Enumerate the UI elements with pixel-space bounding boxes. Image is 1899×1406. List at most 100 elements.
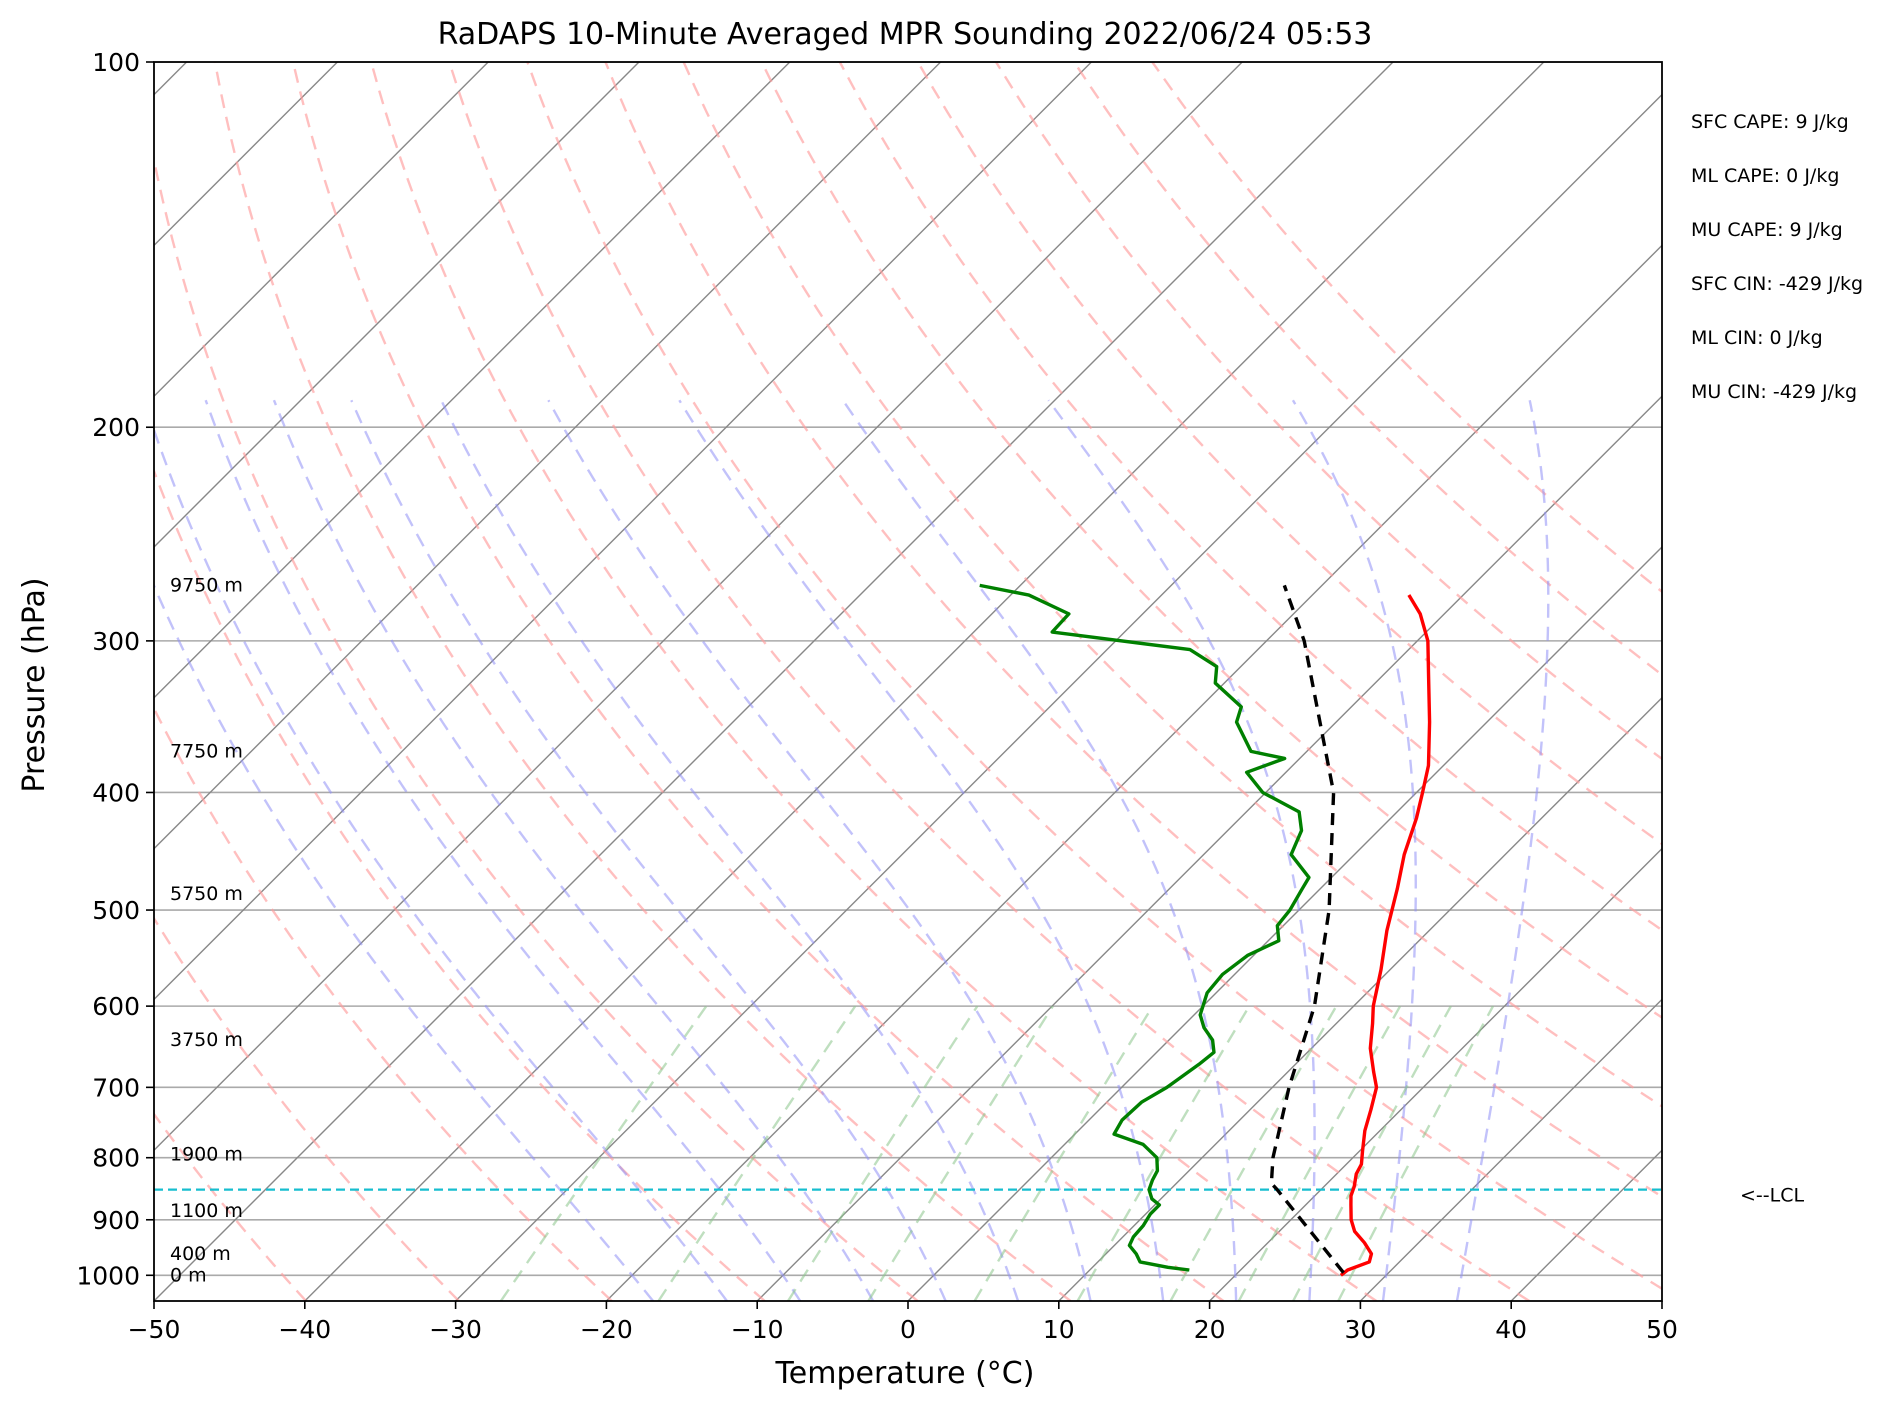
height-label: 3750 m: [170, 1029, 243, 1051]
x-tick-label: 10: [1043, 1315, 1075, 1344]
parcel-profile: [1269, 584, 1345, 1274]
y-tick-label: 600: [92, 992, 140, 1021]
moist-adiabat-line: [440, 399, 1020, 1301]
x-tick-label: 0: [900, 1315, 916, 1344]
dry-adiabat-line: [760, 62, 1662, 1020]
dry-adiabat-line: [154, 467, 766, 1301]
dry-adiabat-line: [1073, 62, 1662, 677]
height-label: 5750 m: [170, 883, 243, 905]
height-label: 400 m: [170, 1243, 231, 1265]
dry-adiabat-line: [1151, 62, 1662, 594]
dry-adiabat-line: [682, 62, 1662, 1108]
stability-annotations: SFC CAPE: 9 J/kg ML CAPE: 0 J/kg MU CAPE: …: [1691, 111, 1863, 403]
plot-contents: [154, 62, 1662, 1301]
y-tick-label: 300: [92, 627, 140, 656]
x-tick-label: 30: [1344, 1315, 1376, 1344]
moist-adiabat-line: [841, 399, 1238, 1301]
y-axis-ticks: 100 200 300 400 500 600 700 800 900 1000: [76, 48, 154, 1290]
dry-adiabat-line: [291, 62, 1225, 1301]
chart-title: RaDAPS 10-Minute Averaged MPR Sounding 2…: [438, 17, 1373, 52]
height-label: 7750 m: [170, 740, 243, 762]
moist-adiabat-line: [678, 399, 1165, 1301]
y-tick-label: 200: [92, 413, 140, 442]
stability-annotation: MU CAPE: 9 J/kg: [1691, 219, 1843, 241]
dry-adiabat-line: [604, 62, 1662, 1199]
isotherm-line: [154, 62, 791, 699]
mixing-ratio-line: [1337, 1005, 1495, 1301]
isotherm-line: [1510, 1149, 1662, 1301]
isotherm-line: [1661, 1300, 1662, 1301]
y-tick-label: 1000: [76, 1261, 140, 1290]
y-tick-label: 800: [92, 1144, 140, 1173]
mixing-ratio-line: [1169, 1005, 1338, 1301]
dry-adiabat-line: [154, 705, 613, 1301]
x-tick-label: −30: [429, 1315, 482, 1344]
x-tick-label: 20: [1194, 1315, 1226, 1344]
isotherm-line: [756, 395, 1662, 1301]
moist-adiabat-line: [547, 399, 1092, 1301]
dry-adiabat-line: [995, 62, 1662, 761]
moist-adiabat-line: [1455, 399, 1550, 1301]
stability-annotation: ML CAPE: 0 J/kg: [1691, 165, 1839, 187]
isotherm-line: [154, 62, 1394, 1301]
dry-adiabat-line: [213, 62, 1072, 1301]
temperature-profile: [1339, 594, 1432, 1277]
isotherm-line: [1359, 998, 1662, 1301]
moist-adiabat-line: [272, 399, 875, 1301]
y-tick-label: 100: [92, 48, 140, 77]
isotherm-line: [154, 62, 489, 398]
mixing-ratio-line: [1237, 1005, 1402, 1301]
dry-adiabat-line: [448, 62, 1530, 1301]
stability-annotation: SFC CAPE: 9 J/kg: [1691, 111, 1849, 133]
mixing-ratio-line: [499, 1005, 708, 1301]
lcl-label: <--LCL: [1740, 1185, 1804, 1207]
height-label: 9750 m: [170, 574, 243, 596]
dry-adiabat-line: [916, 62, 1662, 846]
x-tick-label: 40: [1495, 1315, 1527, 1344]
y-tick-label: 700: [92, 1073, 140, 1102]
isotherm-line: [605, 244, 1662, 1301]
isotherm-line: [1209, 847, 1662, 1301]
stability-annotation: MU CIN: -429 J/kg: [1691, 381, 1857, 403]
x-tick-label: −20: [580, 1315, 633, 1344]
mixing-ratio-line: [787, 1005, 979, 1301]
x-tick-label: 50: [1646, 1315, 1678, 1344]
height-label: 1100 m: [170, 1200, 243, 1222]
isotherm-line: [907, 546, 1662, 1301]
mixing-ratio-line: [1292, 1005, 1452, 1301]
x-axis-title: Temperature (°C): [775, 1356, 1035, 1391]
y-axis-title: Pressure (hPa): [17, 577, 52, 792]
y-tick-label: 900: [92, 1206, 140, 1235]
mixing-ratio-line: [973, 1005, 1154, 1301]
isotherm-line: [455, 93, 1662, 1301]
isotherm-line: [154, 62, 640, 548]
dry-adiabat-line: [838, 62, 1662, 932]
moist-adiabat-line: [350, 399, 947, 1301]
dewpoint-profile: [979, 583, 1311, 1272]
y-tick-label: 400: [92, 778, 140, 807]
moist-adiabat-line: [204, 399, 802, 1301]
dry-adiabat-line: [526, 62, 1662, 1291]
isotherm-line: [154, 62, 1243, 1152]
plot-area: 9750 m 7750 m 5750 m 3750 m 1900 m 1100 m 400 …: [153, 61, 1804, 1302]
x-tick-label: −50: [128, 1315, 181, 1344]
dry-adiabat-line: [154, 916, 460, 1301]
moist-adiabat-line: [1047, 399, 1316, 1301]
moist-adiabat-line: [1291, 399, 1417, 1301]
isotherm-line: [304, 62, 1545, 1301]
dry-adiabat-line: [370, 62, 1378, 1301]
isotherm-line: [154, 62, 942, 850]
x-tick-label: −10: [731, 1315, 784, 1344]
height-label: 1900 m: [170, 1143, 243, 1165]
isotherm-line: [154, 62, 1092, 1001]
stability-annotation: SFC CIN: -429 J/kg: [1691, 273, 1863, 295]
moist-adiabat-line: [154, 582, 655, 1301]
isotherm-line: [1058, 696, 1662, 1301]
x-tick-label: −40: [278, 1315, 331, 1344]
x-axis-ticks: −50 −40 −30 −20 −10 0 10 20 30 40 50: [128, 1301, 1678, 1344]
mixing-ratio-line: [1076, 1005, 1251, 1301]
dry-adiabat-line: [154, 154, 919, 1301]
mixing-ratio-line: [867, 1005, 1054, 1301]
y-tick-label: 500: [92, 896, 140, 925]
